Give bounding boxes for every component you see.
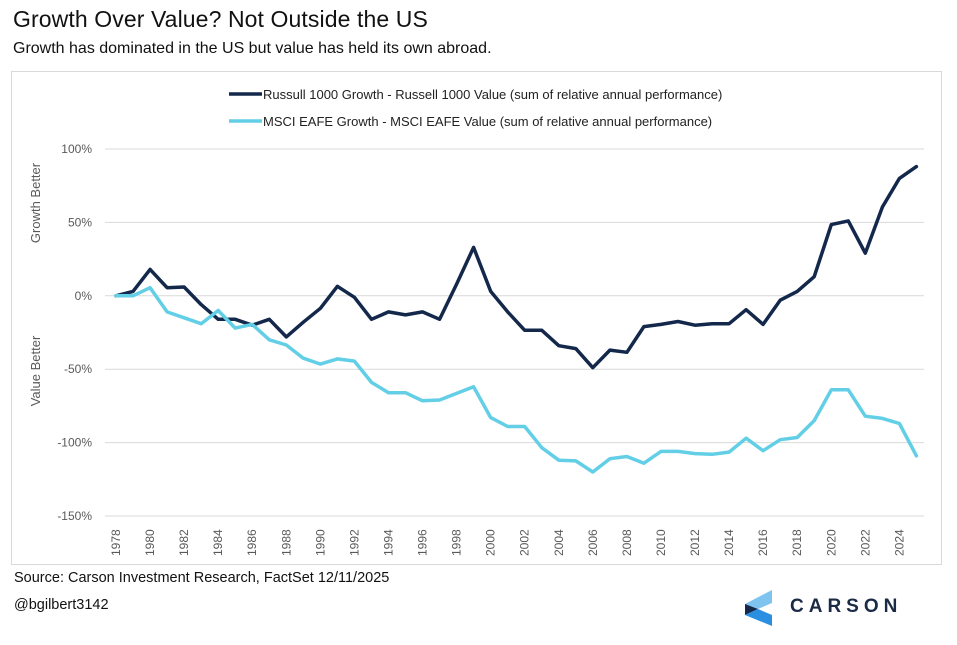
series-lines xyxy=(114,164,919,474)
x-tick-label: 1980 xyxy=(143,529,157,556)
x-tick-label: 1990 xyxy=(313,529,327,556)
x-tick-label: 2002 xyxy=(518,529,532,556)
legend-label-russell: Russull 1000 Growth - Russell 1000 Value… xyxy=(263,87,722,102)
x-tick-label: 1994 xyxy=(381,529,395,556)
carson-chevron-logo-icon xyxy=(745,590,772,626)
y-tick-labels: 100% 50% 0% -50% -100% -150% xyxy=(57,142,92,523)
y-tick-label: 0% xyxy=(75,289,93,303)
x-tick-label: 2008 xyxy=(620,529,634,556)
x-tick-label: 2004 xyxy=(552,529,566,556)
x-tick-label: 1998 xyxy=(450,529,464,556)
legend-label-eafe: MSCI EAFE Growth - MSCI EAFE Value (sum … xyxy=(263,114,712,129)
x-tick-label: 1986 xyxy=(245,529,259,556)
carson-logo: CARSON xyxy=(744,589,934,627)
chart-title: Growth Over Value? Not Outside the US xyxy=(13,6,428,32)
x-tick-label: 2020 xyxy=(824,529,838,556)
chart-subtitle: Growth has dominated in the US but value… xyxy=(13,40,492,57)
carson-logo-text: CARSON xyxy=(790,596,903,617)
gridlines xyxy=(105,148,924,517)
y-label-value-better: Value Better xyxy=(28,335,43,406)
x-tick-label: 1984 xyxy=(211,529,225,556)
x-tick-label: 2012 xyxy=(688,529,702,556)
x-tick-label: 2022 xyxy=(858,529,872,556)
series-line-russell xyxy=(114,164,919,370)
x-tick-label: 2024 xyxy=(892,529,906,556)
x-tick-label: 2006 xyxy=(586,529,600,556)
y-tick-label: -100% xyxy=(57,436,92,450)
legend: Russull 1000 Growth - Russell 1000 Value… xyxy=(229,87,722,129)
x-tick-label: 1992 xyxy=(347,529,361,556)
y-label-growth-better: Growth Better xyxy=(28,162,43,243)
x-tick-labels: 1978 1980 1982 1984 1986 1988 1990 1992 1994 1996… xyxy=(109,529,906,556)
y-tick-label: 50% xyxy=(68,215,92,229)
chart-frame xyxy=(11,71,942,565)
series-line-eafe xyxy=(114,285,919,474)
x-tick-label: 2000 xyxy=(484,529,498,556)
author-handle: @bgilbert3142 xyxy=(14,597,109,613)
x-tick-label: 2014 xyxy=(722,529,736,556)
y-tick-label: -150% xyxy=(57,509,92,523)
y-tick-label: 100% xyxy=(61,142,92,156)
x-tick-label: 2010 xyxy=(654,529,668,556)
x-tick-label: 1978 xyxy=(109,529,123,556)
x-tick-label: 1988 xyxy=(279,529,293,556)
x-tick-label: 1982 xyxy=(177,529,191,556)
x-tick-label: 2018 xyxy=(790,529,804,556)
x-tick-label: 1996 xyxy=(416,529,430,556)
x-tick-label: 2016 xyxy=(756,529,770,556)
source-note: Source: Carson Investment Research, Fact… xyxy=(14,570,390,586)
y-tick-label: -50% xyxy=(64,362,92,376)
